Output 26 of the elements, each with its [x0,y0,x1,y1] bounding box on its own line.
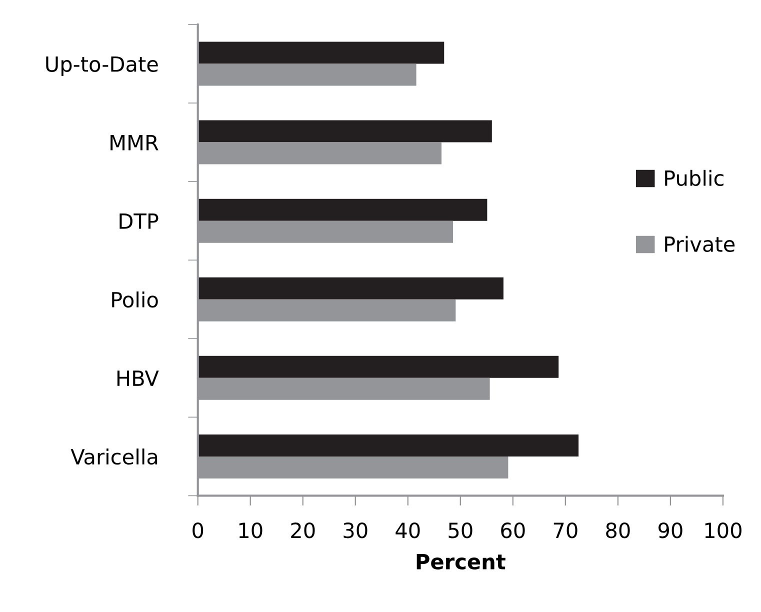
y-tick-label: DTP [120,214,158,229]
x-tick-label: 30 [344,522,368,538]
legend-label: Public [665,170,724,186]
x-tick-label: 100 [705,522,742,538]
x-tick-label: 40 [396,522,420,538]
x-tick-label: 0 [192,522,204,538]
x-tick-label: 50 [448,522,472,538]
y-tick-label: MMR [110,135,158,150]
x-tick-label: 10 [239,522,262,538]
x-tick-label: 90 [658,522,682,538]
bar [198,198,488,221]
bar [198,434,579,456]
x-axis-title: Percent [416,554,506,570]
x-tick-label: 60 [501,522,525,538]
bar [198,277,504,300]
y-tick-label: HBV [117,370,159,386]
y-tick-label: Polio [112,291,158,308]
y-tick-label: Up-to-Date [46,56,158,76]
y-tick-label: Varicella [70,448,158,465]
bar [198,356,559,378]
bar [198,120,492,142]
bar [198,42,444,64]
legend-label: Private [665,236,735,252]
x-tick-label: 80 [606,522,630,538]
x-tick-label: 20 [291,522,315,538]
x-tick-label: 70 [554,522,578,538]
